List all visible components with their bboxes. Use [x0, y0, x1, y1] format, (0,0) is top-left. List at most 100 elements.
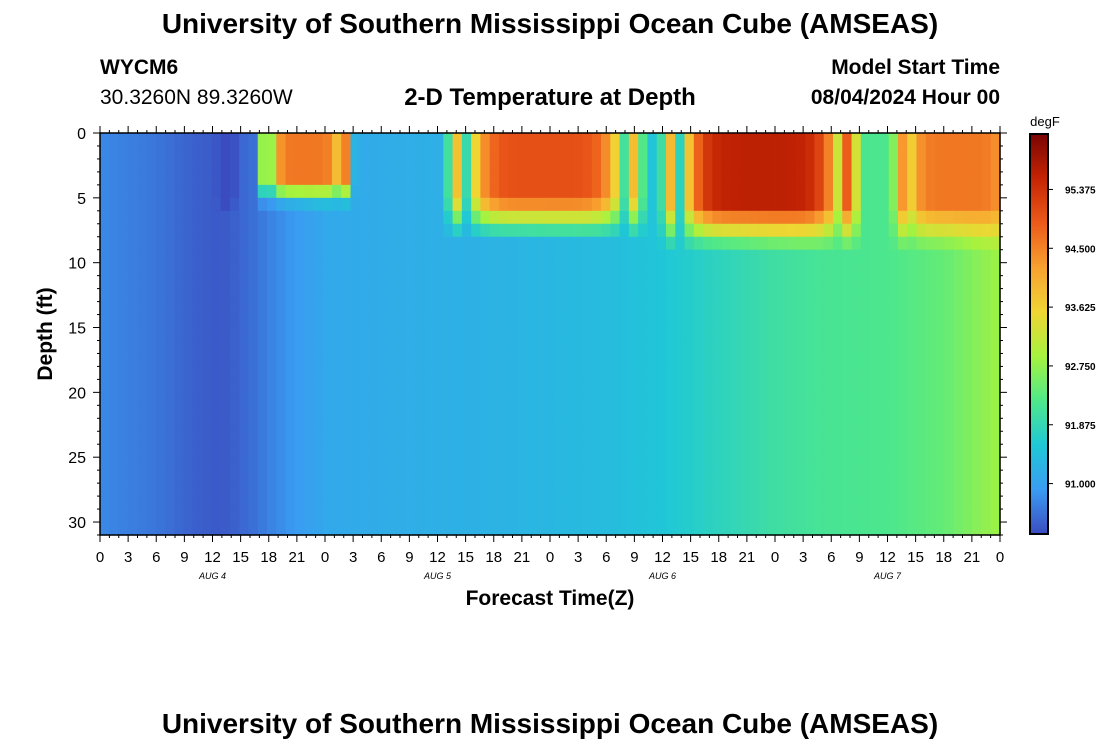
heatmap-cell	[907, 457, 918, 471]
heatmap-cell	[331, 210, 342, 225]
heatmap-cell	[591, 496, 602, 510]
heatmap-cell	[202, 509, 212, 523]
heatmap-cell	[461, 262, 472, 277]
heatmap-cell	[369, 145, 379, 160]
heatmap-cell	[684, 158, 695, 173]
heatmap-cells	[100, 133, 1001, 536]
heatmap-cell	[675, 522, 686, 536]
heatmap-cell	[786, 249, 797, 264]
heatmap-cell	[925, 262, 936, 277]
heatmap-cell	[378, 496, 389, 510]
heatmap-cell	[582, 340, 593, 355]
heatmap-cell	[907, 301, 918, 316]
heatmap-cell	[610, 431, 621, 445]
heatmap-cell	[146, 353, 157, 368]
heatmap-cell	[619, 327, 630, 342]
heatmap-cell	[814, 509, 825, 523]
heatmap-cell	[990, 171, 1001, 186]
heatmap-cell	[452, 522, 463, 536]
heatmap-cell	[619, 418, 630, 432]
heatmap-cell	[823, 483, 834, 497]
heatmap-cell	[100, 197, 110, 212]
heatmap-cell	[962, 431, 973, 445]
heatmap-cell	[851, 496, 862, 510]
heatmap-cell	[935, 483, 945, 497]
heatmap-cell	[489, 249, 500, 264]
heatmap-cell	[990, 483, 1001, 497]
heatmap-cell	[341, 171, 352, 186]
heatmap-cell	[972, 509, 983, 523]
heatmap-cell	[276, 197, 287, 212]
heatmap-cell	[573, 275, 584, 290]
heatmap-cell	[610, 133, 621, 147]
heatmap-cell	[331, 171, 342, 186]
heatmap-cell	[211, 418, 222, 432]
heatmap-cell	[916, 171, 927, 186]
heatmap-cell	[183, 353, 194, 368]
heatmap-cell	[703, 470, 713, 484]
heatmap-cell	[322, 249, 333, 264]
heatmap-cell	[211, 431, 222, 445]
heatmap-cell	[350, 301, 361, 316]
heatmap-cell	[916, 340, 927, 355]
heatmap-cell	[415, 379, 426, 393]
heatmap-cell	[536, 158, 546, 173]
heatmap-cell	[545, 133, 556, 147]
heatmap-cell	[712, 457, 723, 471]
heatmap-cell	[953, 158, 964, 173]
heatmap-cell	[452, 496, 463, 510]
heatmap-cell	[675, 392, 686, 406]
heatmap-cell	[703, 483, 713, 497]
heatmap-cell	[406, 418, 417, 432]
heatmap-cell	[517, 236, 528, 251]
heatmap-cell	[823, 262, 834, 277]
heatmap-cell	[610, 522, 621, 536]
heatmap-cell	[536, 431, 546, 445]
heatmap-cell	[452, 509, 463, 523]
heatmap-cell	[248, 301, 259, 316]
heatmap-cell	[294, 470, 305, 484]
heatmap-cell	[137, 327, 147, 342]
heatmap-cell	[471, 249, 482, 264]
heatmap-cell	[498, 470, 509, 484]
heatmap-cell	[536, 496, 546, 510]
heatmap-cell	[146, 327, 157, 342]
heatmap-cell	[350, 340, 361, 355]
heatmap-cell	[202, 275, 212, 290]
heatmap-cell	[619, 379, 630, 393]
heatmap-cell	[517, 483, 528, 497]
heatmap-cell	[601, 522, 611, 536]
heatmap-cell	[294, 522, 305, 536]
heatmap-cell	[814, 314, 825, 329]
heatmap-cell	[638, 366, 649, 380]
heatmap-cell	[693, 133, 704, 147]
heatmap-cell	[192, 301, 203, 316]
heatmap-cell	[628, 366, 639, 380]
heatmap-cell	[220, 470, 231, 484]
heatmap-cell	[155, 444, 166, 458]
heatmap-cell	[146, 223, 157, 238]
heatmap-cell	[628, 340, 639, 355]
heatmap-cell	[526, 184, 537, 199]
heatmap-cell	[619, 496, 630, 510]
heatmap-cell	[591, 340, 602, 355]
station-id: WYCM6	[100, 56, 179, 79]
heatmap-cell	[229, 327, 240, 342]
heatmap-cell	[461, 249, 472, 264]
heatmap-cell	[127, 483, 138, 497]
heatmap-cell	[944, 431, 955, 445]
heatmap-cell	[916, 223, 927, 238]
heatmap-cell	[832, 522, 843, 536]
heatmap-cell	[610, 483, 621, 497]
heatmap-cell	[675, 509, 686, 523]
heatmap-cell	[164, 470, 175, 484]
heatmap-cell	[693, 496, 704, 510]
heatmap-cell	[768, 457, 778, 471]
heatmap-cell	[814, 171, 825, 186]
heatmap-cell	[415, 236, 426, 251]
heatmap-cell	[675, 275, 686, 290]
heatmap-cell	[434, 184, 444, 199]
heatmap-cell	[730, 158, 741, 173]
heatmap-cell	[851, 210, 862, 225]
heatmap-cell	[137, 133, 147, 147]
